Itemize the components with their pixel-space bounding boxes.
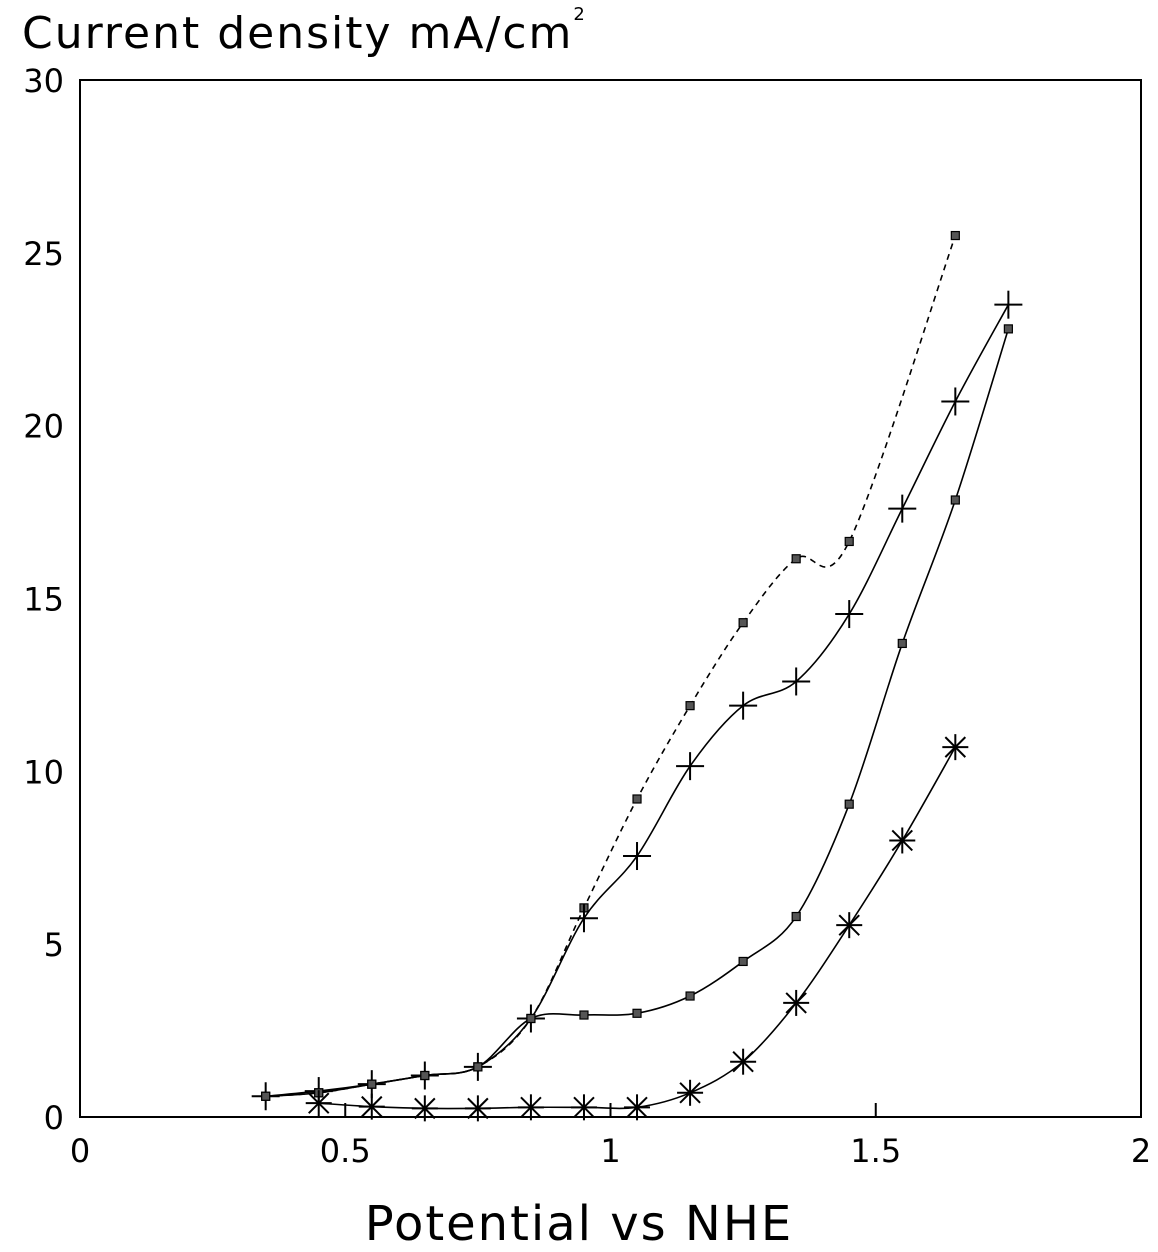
data-point	[1003, 324, 1013, 334]
y-tick-label: 20	[23, 408, 64, 446]
y-tick-label: 5	[44, 926, 64, 964]
y-axis-title-superscript: 2	[573, 4, 587, 25]
series-line-2	[265, 304, 1010, 1098]
data-point	[844, 536, 854, 547]
y-tick-label: 0	[44, 1099, 64, 1137]
data-point	[791, 911, 801, 922]
x-tick-label: 0.5	[320, 1132, 371, 1170]
x-tick-label: 2	[1131, 1132, 1151, 1170]
data-point	[791, 554, 801, 564]
data-point	[632, 794, 642, 804]
plot-area-frame	[79, 79, 1142, 1118]
data-point	[844, 799, 854, 809]
data-point	[624, 1094, 651, 1121]
x-tick-label: 1.5	[850, 1132, 901, 1170]
data-point	[579, 1010, 589, 1020]
data-point	[623, 842, 652, 871]
data-point	[836, 912, 863, 939]
data-point	[950, 495, 960, 505]
data-point	[835, 600, 864, 629]
data-point	[569, 904, 598, 933]
data-point	[994, 290, 1023, 319]
data-point	[685, 991, 695, 1001]
x-tick-label: 1	[600, 1132, 620, 1170]
data-point	[464, 1095, 491, 1122]
data-point	[888, 494, 917, 523]
x-tick-label: 0	[70, 1132, 90, 1170]
data-point	[729, 691, 758, 720]
y-tick-label: 30	[23, 62, 64, 100]
data-point	[676, 752, 705, 781]
data-point	[783, 989, 810, 1016]
series-markers	[251, 230, 1023, 1122]
data-point	[570, 1094, 597, 1121]
data-point	[358, 1093, 385, 1120]
data-point	[473, 1062, 483, 1072]
x-axis-title: Potential vs NHE	[364, 1196, 794, 1252]
data-point	[738, 956, 748, 967]
y-tick-label: 25	[23, 235, 64, 273]
data-point	[677, 1079, 704, 1106]
y-tick-label: 15	[23, 581, 64, 619]
data-point	[889, 827, 916, 854]
data-point	[942, 734, 969, 761]
data-point	[730, 1048, 757, 1075]
data-point	[261, 1091, 271, 1101]
data-point	[782, 667, 811, 696]
data-point	[950, 230, 960, 241]
data-point	[517, 1094, 544, 1121]
data-point	[367, 1079, 377, 1089]
series-lines	[265, 235, 1010, 1110]
series-line-1	[265, 235, 957, 1098]
y-axis-title: Current density mA/cm2	[22, 4, 587, 59]
data-point	[632, 1008, 642, 1018]
data-point	[941, 387, 970, 416]
series-line-3	[265, 328, 1010, 1098]
data-point	[526, 1013, 536, 1024]
data-point	[305, 1090, 332, 1117]
data-point	[738, 618, 748, 628]
data-point	[897, 638, 907, 649]
data-point	[685, 701, 695, 711]
data-point	[420, 1070, 430, 1081]
y-tick-label: 10	[23, 753, 64, 791]
data-point	[411, 1095, 438, 1122]
